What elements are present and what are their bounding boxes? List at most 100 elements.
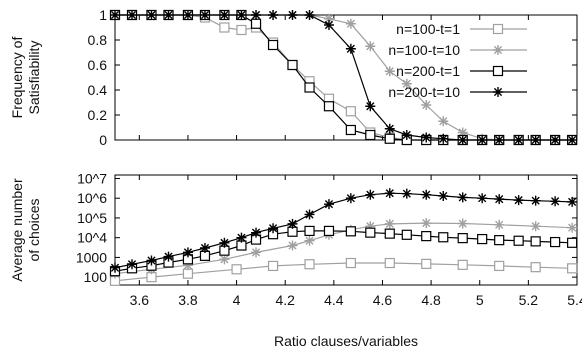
square-marker xyxy=(530,262,541,273)
x-tick-label: 4.2 xyxy=(275,292,295,308)
square-marker xyxy=(365,129,376,141)
plot-frame xyxy=(114,174,578,286)
square-marker xyxy=(421,258,432,269)
asterisk-marker xyxy=(493,87,503,97)
asterisk-marker xyxy=(401,130,412,140)
square-marker xyxy=(492,65,504,77)
y-tick-label: 10^6 xyxy=(77,190,107,206)
asterisk-marker xyxy=(199,10,210,20)
y-axis-label: Satisfiability xyxy=(26,41,42,115)
square-marker xyxy=(323,101,335,112)
square-marker xyxy=(567,237,578,248)
legend-sample xyxy=(470,65,527,77)
asterisk-marker xyxy=(457,218,468,229)
asterisk-marker xyxy=(251,247,262,258)
square-marker xyxy=(492,23,504,35)
asterisk-marker xyxy=(530,135,541,145)
y-tick-label: 1000 xyxy=(76,249,107,265)
square-marker xyxy=(267,39,279,51)
legend-sample xyxy=(470,23,527,35)
y-tick-label: 1 xyxy=(99,7,107,23)
asterisk-marker xyxy=(287,10,298,20)
asterisk-marker xyxy=(384,66,395,77)
asterisk-marker xyxy=(494,194,505,205)
square-marker xyxy=(365,227,376,238)
square-marker xyxy=(401,229,412,240)
asterisk-marker xyxy=(236,10,247,20)
asterisk-marker xyxy=(550,135,561,145)
asterisk-marker xyxy=(323,13,334,24)
x-tick-label: 5 xyxy=(476,292,484,308)
asterisk-marker xyxy=(530,221,541,232)
asterisk-marker xyxy=(304,209,315,220)
y-tick-label: 100 xyxy=(84,269,108,285)
asterisk-marker xyxy=(365,101,376,112)
square-marker xyxy=(231,264,242,275)
asterisk-marker xyxy=(323,199,334,210)
asterisk-marker xyxy=(567,196,578,207)
x-tick-label: 5.2 xyxy=(519,292,539,308)
x-tick-label: 3.6 xyxy=(130,292,150,308)
y-tick-label: 0.4 xyxy=(88,82,108,98)
asterisk-marker xyxy=(493,45,503,55)
asterisk-marker xyxy=(268,10,279,20)
asterisk-marker xyxy=(494,219,505,230)
series-n-100-t-10 xyxy=(110,218,578,279)
square-marker xyxy=(550,236,561,248)
asterisk-marker xyxy=(384,188,395,199)
asterisk-marker xyxy=(110,262,120,273)
square-marker xyxy=(457,259,468,270)
y-tick-label: 0.8 xyxy=(88,32,108,48)
asterisk-marker xyxy=(251,10,262,20)
square-marker xyxy=(494,235,505,246)
asterisk-marker xyxy=(345,193,356,204)
asterisk-marker xyxy=(268,223,279,234)
y-tick-label: 10^7 xyxy=(77,170,107,186)
asterisk-marker xyxy=(401,78,412,89)
square-marker xyxy=(530,236,541,247)
square-marker xyxy=(304,82,315,93)
series-n-100-t-1 xyxy=(109,9,578,146)
series-n-100-t-10 xyxy=(110,10,578,145)
series-n-200-t-1 xyxy=(109,9,578,146)
square-marker xyxy=(219,22,230,33)
square-marker xyxy=(567,263,578,274)
square-marker xyxy=(457,233,468,244)
series-line xyxy=(114,222,573,275)
asterisk-marker xyxy=(401,188,412,199)
y-tick-label: 0.6 xyxy=(88,57,108,73)
square-marker xyxy=(267,260,279,272)
square-marker xyxy=(384,228,395,239)
asterisk-marker xyxy=(494,135,505,145)
asterisk-marker xyxy=(477,135,488,145)
asterisk-marker xyxy=(110,10,120,20)
asterisk-marker xyxy=(421,189,432,200)
asterisk-marker xyxy=(477,193,488,204)
x-tick-label: 4 xyxy=(233,292,241,308)
asterisk-marker xyxy=(421,218,432,229)
asterisk-marker xyxy=(127,10,138,20)
y-axis-label: Average number xyxy=(9,178,25,282)
square-marker xyxy=(345,257,356,269)
asterisk-marker xyxy=(513,135,524,145)
y-axis-label: of choices xyxy=(26,198,42,261)
asterisk-marker xyxy=(323,20,334,30)
asterisk-marker xyxy=(199,242,210,253)
asterisk-marker xyxy=(182,10,193,20)
legend-label: n=100-t=10 xyxy=(388,42,460,58)
asterisk-marker xyxy=(251,227,262,238)
asterisk-marker xyxy=(365,189,376,200)
legend-label: n=200-t=1 xyxy=(396,63,460,79)
x-axis-label: Ratio clauses/variables xyxy=(274,333,418,349)
series-line xyxy=(115,14,573,141)
asterisk-marker xyxy=(457,135,468,145)
square-marker xyxy=(250,18,262,29)
asterisk-marker xyxy=(345,43,356,54)
asterisk-marker xyxy=(384,218,395,229)
asterisk-marker xyxy=(236,232,247,243)
asterisk-marker xyxy=(182,260,193,271)
asterisk-marker xyxy=(384,123,395,134)
asterisk-marker xyxy=(421,100,432,110)
square-marker xyxy=(182,268,194,279)
